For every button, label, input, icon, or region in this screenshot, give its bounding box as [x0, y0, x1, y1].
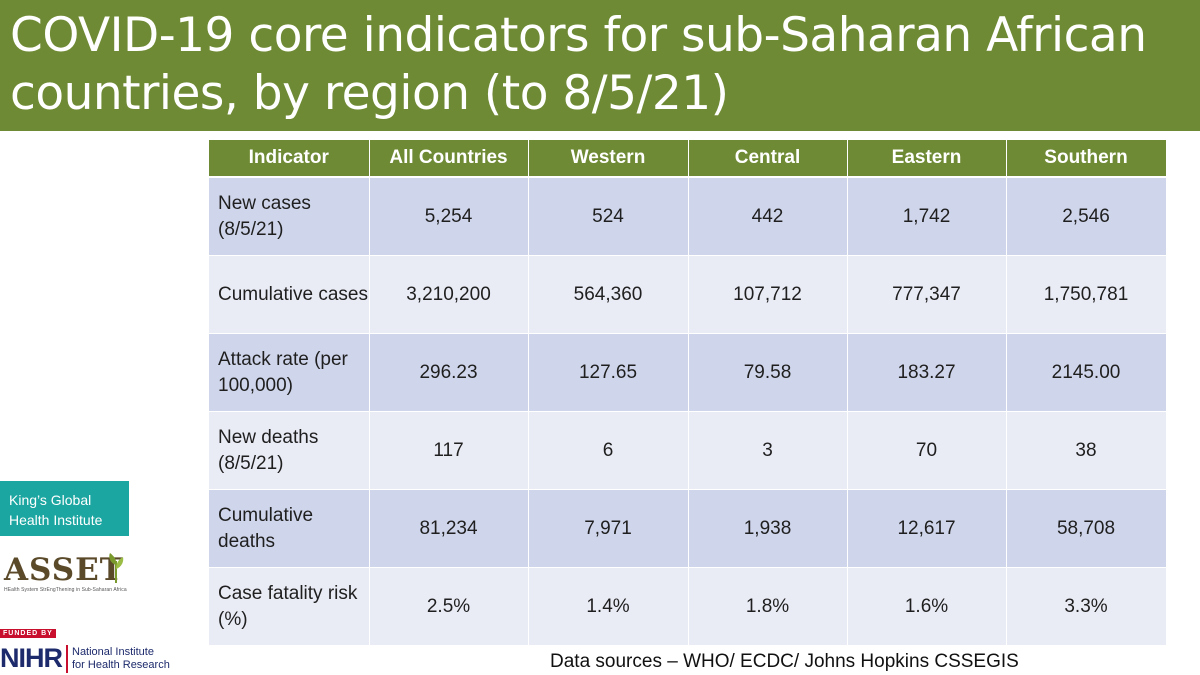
- table-cell: 524: [528, 177, 689, 256]
- table-cell: 5,254: [369, 177, 529, 256]
- table-cell: 3.3%: [1006, 567, 1167, 646]
- table-cell: 38: [1006, 411, 1167, 490]
- table-cell: 2,546: [1006, 177, 1167, 256]
- row-label: Case fatality risk (%): [209, 567, 370, 646]
- table-cell: 127.65: [528, 333, 689, 412]
- table-cell: 7,971: [528, 489, 689, 568]
- table-cell: 6: [528, 411, 689, 490]
- table-row: Cumulative cases 3,210,200 564,360 107,7…: [209, 255, 1167, 334]
- row-label: New deaths (8/5/21): [209, 411, 370, 490]
- table-cell: 70: [847, 411, 1007, 490]
- table-cell: 117: [369, 411, 529, 490]
- asset-wordmark: ASSET: [4, 552, 124, 588]
- table-cell: 1,742: [847, 177, 1007, 256]
- table-row: New deaths (8/5/21) 117 6 3 70 38: [209, 411, 1167, 490]
- table-cell: 2145.00: [1006, 333, 1167, 412]
- table-cell: 3: [688, 411, 848, 490]
- table-cell: 1,750,781: [1006, 255, 1167, 334]
- column-header: Central: [688, 140, 848, 178]
- title-banner: COVID-19 core indicators for sub-Saharan…: [0, 0, 1200, 131]
- table-cell: 183.27: [847, 333, 1007, 412]
- column-header: All Countries: [369, 140, 529, 178]
- row-label: New cases (8/5/21): [209, 177, 370, 256]
- data-source-note: Data sources – WHO/ ECDC/ Johns Hopkins …: [550, 651, 1019, 672]
- funded-by-label: FUNDED BY: [0, 629, 56, 638]
- table-cell: 12,617: [847, 489, 1007, 568]
- nihr-divider: [66, 644, 68, 673]
- nihr-full-name: National Institute for Health Research: [72, 646, 170, 672]
- table-cell: 58,708: [1006, 489, 1167, 568]
- table-cell: 81,234: [369, 489, 529, 568]
- kings-global-health-logo: King’s Global Health Institute: [0, 481, 129, 536]
- slide-title: COVID-19 core indicators for sub-Saharan…: [10, 8, 1147, 121]
- indicators-table: Indicator All Countries Western Central …: [209, 140, 1167, 646]
- leaf-icon: [109, 553, 124, 583]
- column-header: Indicator: [209, 140, 370, 178]
- nihr-logo: FUNDED BY NIHR National Institute for He…: [0, 622, 190, 673]
- table-cell: 79.58: [688, 333, 848, 412]
- table-header-row: Indicator All Countries Western Central …: [209, 140, 1167, 178]
- row-label: Attack rate (per 100,000): [209, 333, 370, 412]
- table-row: Case fatality risk (%) 2.5% 1.4% 1.8% 1.…: [209, 567, 1167, 646]
- column-header: Western: [528, 140, 689, 178]
- nihr-name-line2: for Health Research: [72, 658, 170, 671]
- table-cell: 1.8%: [688, 567, 848, 646]
- table-cell: 442: [688, 177, 848, 256]
- table-cell: 777,347: [847, 255, 1007, 334]
- table-cell: 1,938: [688, 489, 848, 568]
- table-cell: 3,210,200: [369, 255, 529, 334]
- table-cell: 1.4%: [528, 567, 689, 646]
- table-row: Cumulative deaths 81,234 7,971 1,938 12,…: [209, 489, 1167, 568]
- column-header: Eastern: [847, 140, 1007, 178]
- asset-logo: ASSET HEalth System StrEngThening in Sub…: [4, 553, 128, 605]
- asset-tagline: HEalth System StrEngThening in Sub-Sahar…: [4, 587, 127, 593]
- kings-logo-text: King’s Global Health Institute: [9, 492, 103, 528]
- table-cell: 296.23: [369, 333, 529, 412]
- row-label: Cumulative deaths: [209, 489, 370, 568]
- table-cell: 107,712: [688, 255, 848, 334]
- table-cell: 564,360: [528, 255, 689, 334]
- table-row: Attack rate (per 100,000) 296.23 127.65 …: [209, 333, 1167, 412]
- table-cell: 2.5%: [369, 567, 529, 646]
- row-label: Cumulative cases: [209, 255, 370, 334]
- nihr-name-line1: National Institute: [72, 645, 154, 658]
- column-header: Southern: [1006, 140, 1167, 178]
- table-row: New cases (8/5/21) 5,254 524 442 1,742 2…: [209, 177, 1167, 256]
- table-cell: 1.6%: [847, 567, 1007, 646]
- nihr-wordmark: NIHR: [0, 643, 63, 673]
